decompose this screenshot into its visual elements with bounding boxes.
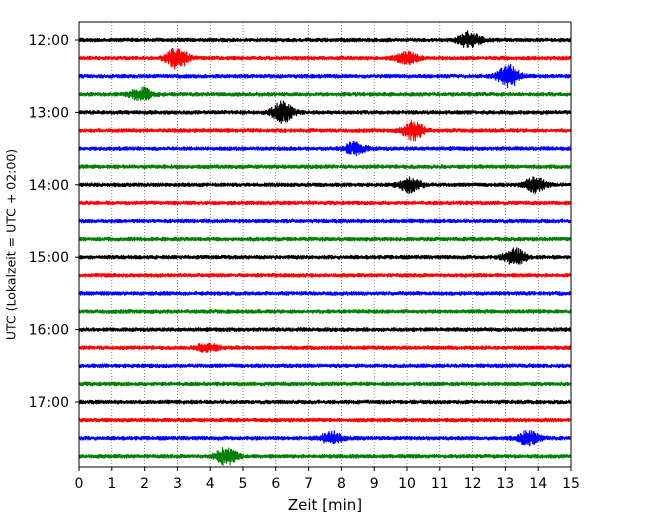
- y-tick-label: 17:00: [29, 395, 69, 411]
- trace-13:30: [78, 140, 572, 157]
- y-tick-label: 14:00: [29, 178, 69, 194]
- trace-16:00: [78, 326, 572, 332]
- y-tick-label: 16:00: [29, 323, 69, 339]
- x-axis-label: Zeit [min]: [288, 496, 362, 514]
- y-tick-label: 15:00: [29, 250, 69, 266]
- trace-14:30: [78, 218, 572, 224]
- trace-14:15: [78, 199, 572, 206]
- trace-15:00: [78, 247, 572, 265]
- x-tick-label: 1: [107, 476, 116, 492]
- x-tick-label: 14: [529, 476, 547, 492]
- trace-14:00: [78, 176, 572, 195]
- trace-15:15: [78, 272, 572, 278]
- x-tick-label: 2: [140, 476, 149, 492]
- y-tick-label: 13:00: [29, 105, 69, 121]
- traces: [78, 30, 572, 466]
- x-tick-label: 15: [562, 476, 580, 492]
- trace-17:00: [78, 399, 572, 405]
- x-tick-label: 3: [173, 476, 182, 492]
- trace-12:00: [78, 30, 572, 48]
- trace-16:45: [78, 381, 572, 387]
- x-tick-label: 11: [431, 476, 449, 492]
- x-tick-label: 10: [398, 476, 416, 492]
- x-tick-label: 7: [304, 476, 313, 492]
- grid-lines: [111, 22, 539, 467]
- x-tick-label: 9: [370, 476, 379, 492]
- trace-13:00: [78, 100, 572, 124]
- x-tick-label: 0: [75, 476, 84, 492]
- plot-frame: [78, 21, 572, 468]
- trace-12:15: [78, 48, 572, 70]
- trace-14:45: [78, 236, 572, 243]
- trace-17:30: [78, 430, 572, 447]
- x-tick-label: 6: [271, 476, 280, 492]
- trace-17:45: [78, 447, 572, 466]
- trace-13:15: [78, 119, 572, 142]
- x-tick-label: 12: [464, 476, 482, 492]
- y-axis-label: UTC (Lokalzeit = UTC + 02:00): [4, 149, 19, 340]
- y-axis-ticks: 12:00 13:00 14:00 15:00 16:00 17:00: [29, 33, 79, 411]
- x-axis-ticks: 0 1 2 3 4 5 6 7 8 9 10 11 12 13 14 15: [75, 467, 580, 492]
- trace-12:45: [78, 86, 572, 102]
- x-tick-label: 13: [496, 476, 514, 492]
- trace-15:30: [78, 291, 572, 296]
- trace-17:15: [78, 417, 572, 424]
- x-tick-label: 5: [239, 476, 248, 492]
- trace-16:15: [78, 342, 572, 353]
- trace-16:30: [78, 363, 572, 369]
- trace-13:45: [78, 164, 572, 170]
- y-tick-label: 12:00: [29, 33, 69, 49]
- x-tick-label: 4: [206, 476, 215, 492]
- x-tick-label: 8: [337, 476, 346, 492]
- trace-12:30: [78, 63, 572, 89]
- trace-15:45: [78, 309, 572, 315]
